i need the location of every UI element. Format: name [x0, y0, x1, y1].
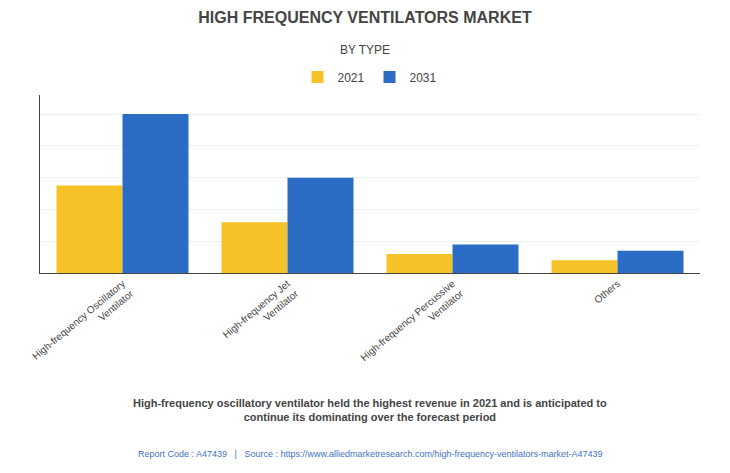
svg-text:BY TYPE: BY TYPE — [340, 43, 390, 57]
svg-text:High-frequency OscillatoryVent: High-frequency OscillatoryVentilator — [30, 278, 136, 372]
svg-text:High-frequency oscillatory ven: High-frequency oscillatory ventilator he… — [133, 397, 607, 423]
svg-text:High-frequency JetVentilator: High-frequency JetVentilator — [221, 278, 301, 351]
svg-text:High-frequency PercussiveVenti: High-frequency PercussiveVentilator — [358, 278, 465, 374]
svg-text:2021: 2021 — [338, 71, 365, 85]
svg-text:HIGH FREQUENCY VENTILATORS MAR: HIGH FREQUENCY VENTILATORS MARKET — [198, 9, 532, 26]
svg-text:2031: 2031 — [410, 71, 437, 85]
svg-text:Others: Others — [592, 278, 622, 306]
svg-text:Report Code : A47439 | Sou: Report Code : A47439 | Source : https://… — [138, 449, 603, 459]
